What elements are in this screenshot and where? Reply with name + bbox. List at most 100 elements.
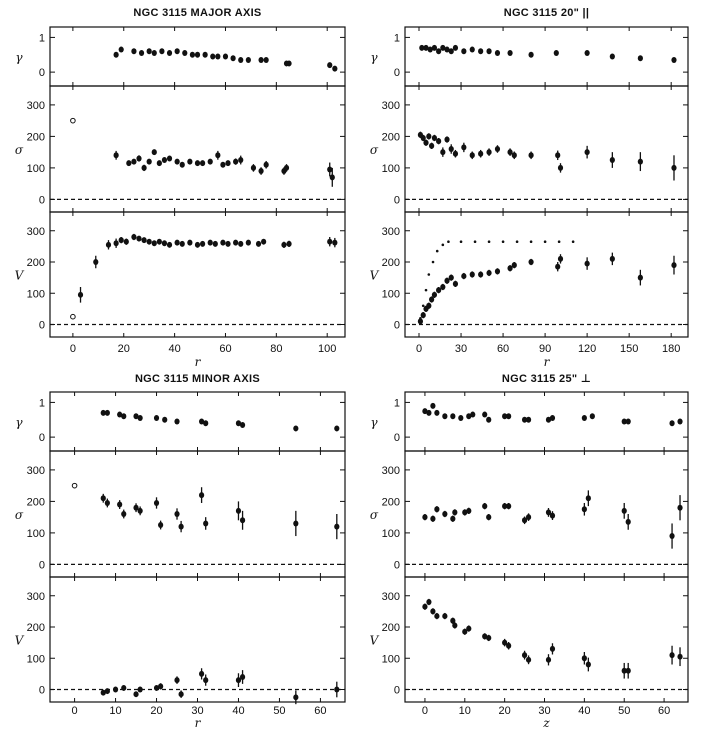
data-point	[671, 164, 677, 171]
data-point	[423, 44, 429, 51]
data-point	[255, 240, 262, 247]
data-point	[466, 507, 472, 514]
data-point	[199, 240, 206, 247]
y-tick-label: 300	[27, 100, 45, 112]
data-point	[104, 688, 110, 695]
model-point	[557, 240, 561, 243]
panel-gamma: 0 1 γ	[370, 26, 689, 87]
y-tick-label: 300	[382, 226, 400, 238]
data-point	[486, 514, 492, 521]
data-point	[250, 164, 257, 171]
data-point	[482, 633, 488, 640]
data-point	[179, 240, 185, 247]
panel-sigma: 0 100 200 300 σ	[15, 450, 346, 578]
data-point	[553, 50, 559, 57]
data-point	[136, 155, 142, 162]
data-point	[100, 689, 106, 696]
data-point	[426, 409, 432, 416]
model-point	[427, 273, 431, 276]
x-tick-label: 40	[168, 343, 180, 355]
data-point	[189, 51, 196, 58]
open-data-point	[71, 482, 78, 489]
y-axis-label: V	[15, 269, 25, 283]
data-point	[470, 411, 476, 418]
data-point	[117, 411, 123, 418]
panel-frame	[404, 576, 689, 703]
data-point	[486, 634, 492, 641]
data-point	[426, 599, 432, 605]
data-point	[528, 152, 534, 159]
data-point	[141, 164, 147, 171]
y-axis-label: γ	[15, 416, 23, 430]
y-tick-label: 300	[27, 226, 45, 238]
data-point	[609, 157, 615, 164]
data-point	[528, 259, 534, 265]
data-point	[258, 56, 264, 63]
data-point	[555, 152, 561, 159]
data-point	[452, 622, 458, 629]
y-tick-label: 0	[39, 194, 45, 206]
data-point	[105, 241, 112, 248]
data-point	[113, 51, 119, 58]
x-tick-label: 30	[191, 705, 203, 717]
y-tick-label: 0	[394, 559, 400, 571]
model-point	[571, 240, 575, 243]
y-axis-label: σ	[370, 143, 379, 157]
y-tick-label: 100	[27, 528, 45, 540]
data-point	[621, 418, 627, 425]
data-point	[100, 495, 106, 502]
model-point	[473, 240, 477, 243]
data-point	[93, 259, 99, 265]
panel-frame	[49, 85, 346, 213]
data-point	[220, 239, 226, 246]
data-point	[207, 158, 213, 165]
open-data-point	[70, 117, 76, 124]
data-point	[440, 149, 446, 156]
data-point	[166, 50, 173, 57]
data-point	[283, 164, 290, 171]
x-tick-label: 50	[618, 705, 630, 717]
y-axis-label: γ	[370, 416, 378, 430]
data-point	[239, 674, 246, 680]
data-point	[426, 133, 432, 140]
data-point	[203, 520, 209, 527]
y-tick-label: 100	[382, 528, 400, 540]
data-point	[585, 661, 591, 668]
data-point	[138, 50, 145, 57]
data-point	[203, 677, 209, 684]
panel-gamma: 0 1 γ	[370, 391, 689, 452]
data-point	[506, 642, 512, 649]
data-point	[156, 160, 162, 167]
y-tick-label: 300	[382, 100, 400, 112]
data-point	[77, 291, 84, 298]
y-tick-label: 1	[39, 32, 45, 44]
y-tick-label: 0	[394, 320, 400, 332]
data-point	[528, 51, 534, 58]
y-tick-label: 200	[27, 496, 45, 508]
data-point	[452, 509, 458, 516]
data-point	[429, 142, 435, 149]
data-point	[506, 503, 512, 510]
data-point	[434, 506, 440, 513]
x-tick-label: 180	[662, 343, 680, 355]
x-tick-label: 60	[219, 343, 231, 355]
data-point	[669, 420, 675, 427]
data-point	[112, 686, 119, 693]
data-point	[521, 416, 528, 423]
data-point	[121, 413, 127, 420]
data-point	[502, 413, 508, 420]
data-point	[153, 499, 160, 506]
y-tick-label: 200	[382, 257, 400, 269]
data-point	[482, 503, 488, 510]
panel-gamma: 0 1 γ	[15, 391, 346, 452]
data-point	[158, 522, 164, 529]
data-point	[187, 239, 193, 246]
data-point	[137, 507, 143, 514]
data-point	[238, 56, 244, 63]
y-tick-label: 1	[394, 32, 400, 44]
x-tick-label: 120	[578, 343, 596, 355]
chart-major-axis: NGC 3115 MAJOR AXIS01γ0100200300σ0100200…	[15, 7, 346, 369]
panel-frame	[49, 450, 346, 578]
panel-velocity: 0 100 200 300 V	[15, 576, 346, 705]
